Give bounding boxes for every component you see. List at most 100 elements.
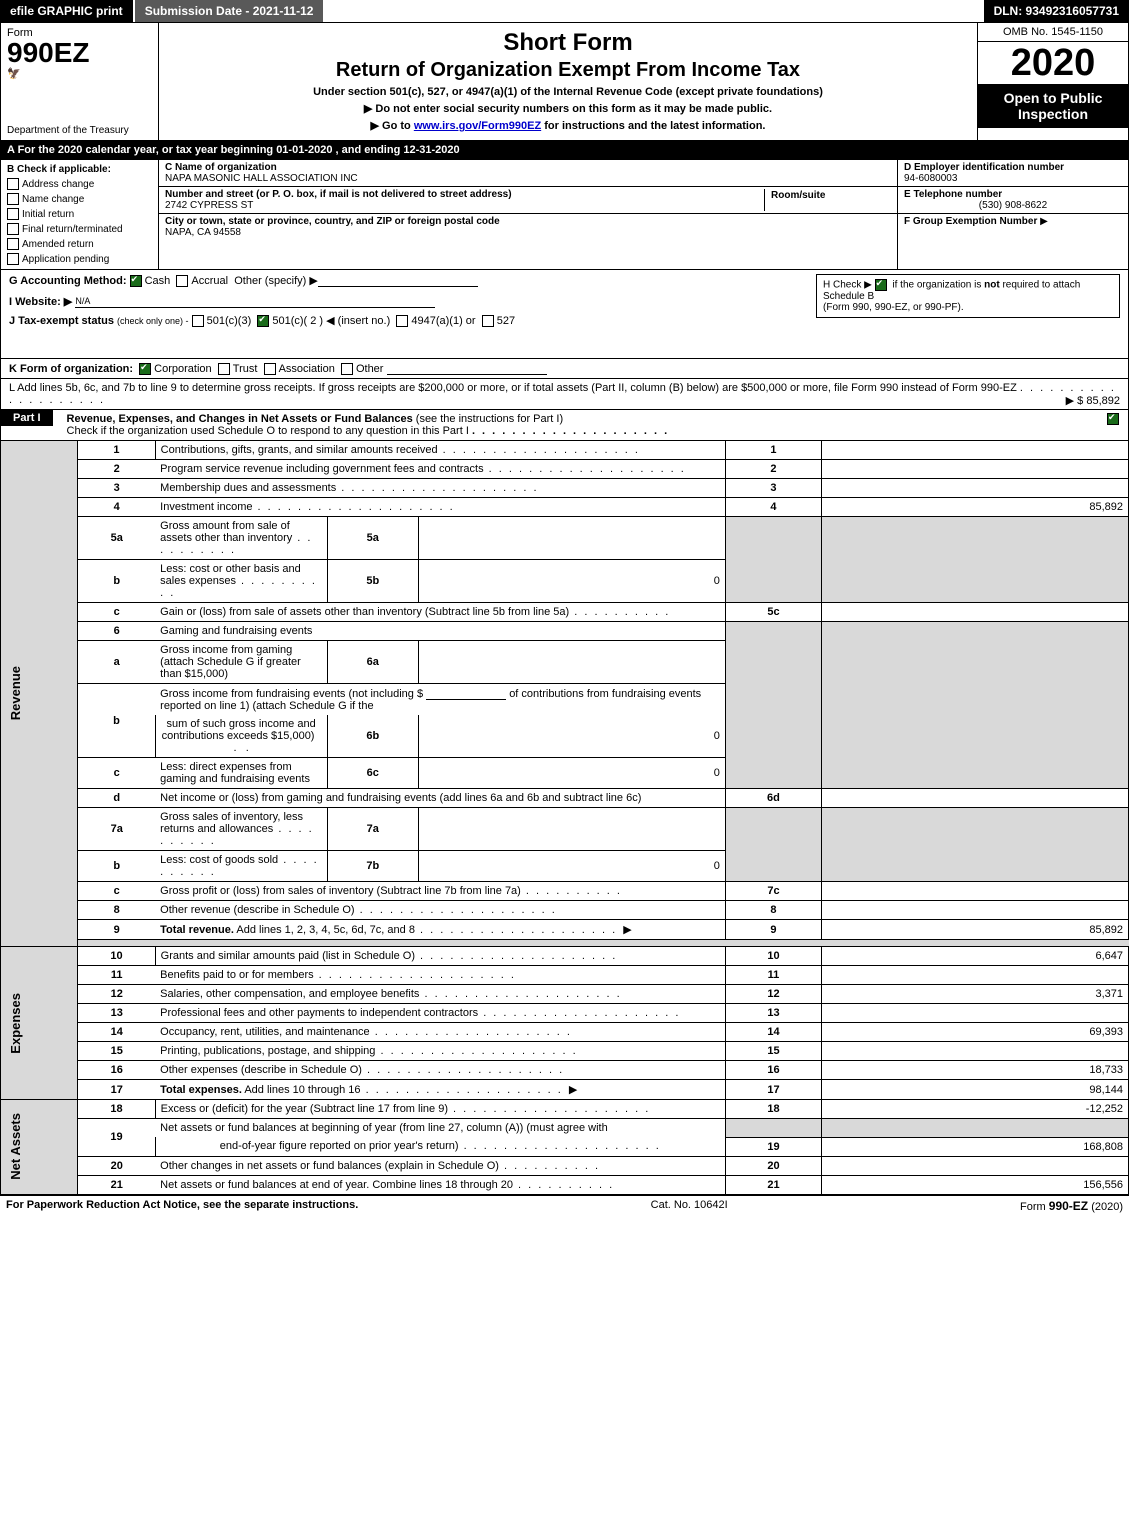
line-15: 15 Printing, publications, postage, and …: [1, 1042, 1129, 1061]
501c-checkbox[interactable]: [257, 315, 269, 327]
line-21: 21 Net assets or fund balances at end of…: [1, 1175, 1129, 1194]
box-b-label: B Check if applicable:: [7, 164, 111, 175]
header-left: Form 990EZ 🦅 Department of the Treasury: [1, 23, 159, 140]
schedule-o-checkbox[interactable]: [1107, 413, 1119, 425]
lines-table: Revenue 1 Contributions, gifts, grants, …: [0, 441, 1129, 1195]
line-11: 11 Benefits paid to or for members 11: [1, 966, 1129, 985]
line-13-boxnum: 13: [725, 1004, 821, 1023]
line-17: 17 Total expenses. Add lines 10 through …: [1, 1080, 1129, 1100]
submission-date-button[interactable]: Submission Date - 2021-11-12: [135, 0, 326, 22]
line-6-num: 6: [78, 622, 155, 641]
amended-return-checkbox[interactable]: [7, 238, 19, 250]
other-method-label: Other (specify) ▶: [234, 275, 318, 287]
line-7b-mini-val: 0: [418, 851, 725, 882]
line-7b-num: b: [78, 851, 155, 882]
line-13-num: 13: [78, 1004, 155, 1023]
501c3-label: 501(c)(3): [207, 315, 252, 327]
line-14-desc: Occupancy, rent, utilities, and maintena…: [160, 1026, 370, 1038]
line-11-num: 11: [78, 966, 155, 985]
line-18-boxnum: 18: [725, 1100, 821, 1119]
accrual-checkbox[interactable]: [176, 275, 188, 287]
initial-return-label: Initial return: [22, 209, 74, 220]
address-change-checkbox[interactable]: [7, 178, 19, 190]
line-8: 8 Other revenue (describe in Schedule O)…: [1, 901, 1129, 920]
line-1-num: 1: [78, 441, 155, 460]
goto-post: for instructions and the latest informat…: [541, 120, 765, 132]
efile-print-button[interactable]: efile GRAPHIC print: [0, 0, 135, 22]
website-field[interactable]: N/A: [75, 295, 435, 308]
527-checkbox[interactable]: [482, 315, 494, 327]
line-20-desc: Other changes in net assets or fund bala…: [160, 1160, 499, 1172]
box-l: L Add lines 5b, 6c, and 7b to line 9 to …: [0, 379, 1129, 410]
footer-form-num: 990-EZ: [1049, 1199, 1088, 1213]
4947-checkbox[interactable]: [396, 315, 408, 327]
part-i-header: Part I Revenue, Expenses, and Changes in…: [0, 410, 1129, 441]
trust-checkbox[interactable]: [218, 363, 230, 375]
form-org-label: K Form of organization:: [9, 363, 133, 375]
final-return-label: Final return/terminated: [22, 224, 123, 235]
line-8-desc: Other revenue (describe in Schedule O): [160, 904, 354, 916]
line-4-desc: Investment income: [160, 501, 252, 513]
corporation-checkbox[interactable]: [139, 363, 151, 375]
line-3: 3 Membership dues and assessments 3: [1, 479, 1129, 498]
shade-cell: [725, 622, 821, 789]
line-4: 4 Investment income 4 85,892: [1, 498, 1129, 517]
line-6-desc: Gaming and fundraising events: [155, 622, 725, 641]
line-10-boxnum: 10: [725, 947, 821, 966]
line-12-num: 12: [78, 985, 155, 1004]
line-19-value: 168,808: [821, 1137, 1128, 1156]
line-9-value: 85,892: [821, 920, 1128, 940]
501c3-checkbox[interactable]: [192, 315, 204, 327]
line-6d: d Net income or (loss) from gaming and f…: [1, 789, 1129, 808]
line-16: 16 Other expenses (describe in Schedule …: [1, 1061, 1129, 1080]
city-value: NAPA, CA 94558: [165, 227, 891, 238]
line-4-num: 4: [78, 498, 155, 517]
dln-label: DLN: 93492316057731: [984, 0, 1129, 22]
footer-form-post: (2020): [1088, 1201, 1123, 1213]
line-2-desc: Program service revenue including govern…: [160, 463, 483, 475]
line-11-boxnum: 11: [725, 966, 821, 985]
part-i-check-line: Check if the organization used Schedule …: [67, 425, 469, 437]
cash-checkbox[interactable]: [130, 275, 142, 287]
line-19-desc2: end-of-year figure reported on prior yea…: [220, 1140, 459, 1152]
line-3-value: [821, 479, 1128, 498]
line-6c-num: c: [78, 758, 155, 789]
line-9-num: 9: [78, 920, 155, 940]
line-16-value: 18,733: [821, 1061, 1128, 1080]
other-org-field[interactable]: [387, 362, 547, 375]
line-3-desc: Membership dues and assessments: [160, 482, 336, 494]
name-change-label: Name change: [22, 194, 84, 205]
dots: [472, 425, 669, 437]
name-change-checkbox[interactable]: [7, 193, 19, 205]
line-7c-num: c: [78, 882, 155, 901]
city-label: City or town, state or province, country…: [165, 216, 891, 227]
form-number: 990EZ: [7, 39, 152, 67]
line-15-num: 15: [78, 1042, 155, 1061]
line-19-num: 19: [78, 1119, 155, 1157]
association-checkbox[interactable]: [264, 363, 276, 375]
line-19-boxnum: 19: [725, 1137, 821, 1156]
line-8-num: 8: [78, 901, 155, 920]
initial-return-checkbox[interactable]: [7, 208, 19, 220]
other-method-field[interactable]: [318, 274, 478, 287]
street-label: Number and street (or P. O. box, if mail…: [165, 189, 764, 200]
line-6a-num: a: [78, 641, 155, 684]
line-16-num: 16: [78, 1061, 155, 1080]
line-4-value: 85,892: [821, 498, 1128, 517]
org-name-label: C Name of organization: [165, 162, 891, 173]
short-form-title: Short Form: [167, 29, 969, 57]
application-pending-checkbox[interactable]: [7, 253, 19, 265]
schedule-b-checkbox[interactable]: [875, 279, 887, 291]
line-1: Revenue 1 Contributions, gifts, grants, …: [1, 441, 1129, 460]
other-org-checkbox[interactable]: [341, 363, 353, 375]
irs-link[interactable]: www.irs.gov/Form990EZ: [414, 120, 541, 132]
line-6d-num: d: [78, 789, 155, 808]
final-return-checkbox[interactable]: [7, 223, 19, 235]
topbar-spacer: [325, 0, 983, 22]
topbar: efile GRAPHIC print Submission Date - 20…: [0, 0, 1129, 23]
line-10-value: 6,647: [821, 947, 1128, 966]
line-6b-amount-field[interactable]: [426, 687, 506, 700]
shade-cell: [725, 517, 821, 603]
part-i-title: Revenue, Expenses, and Changes in Net As…: [67, 413, 413, 425]
paperwork-notice: For Paperwork Reduction Act Notice, see …: [6, 1199, 358, 1213]
